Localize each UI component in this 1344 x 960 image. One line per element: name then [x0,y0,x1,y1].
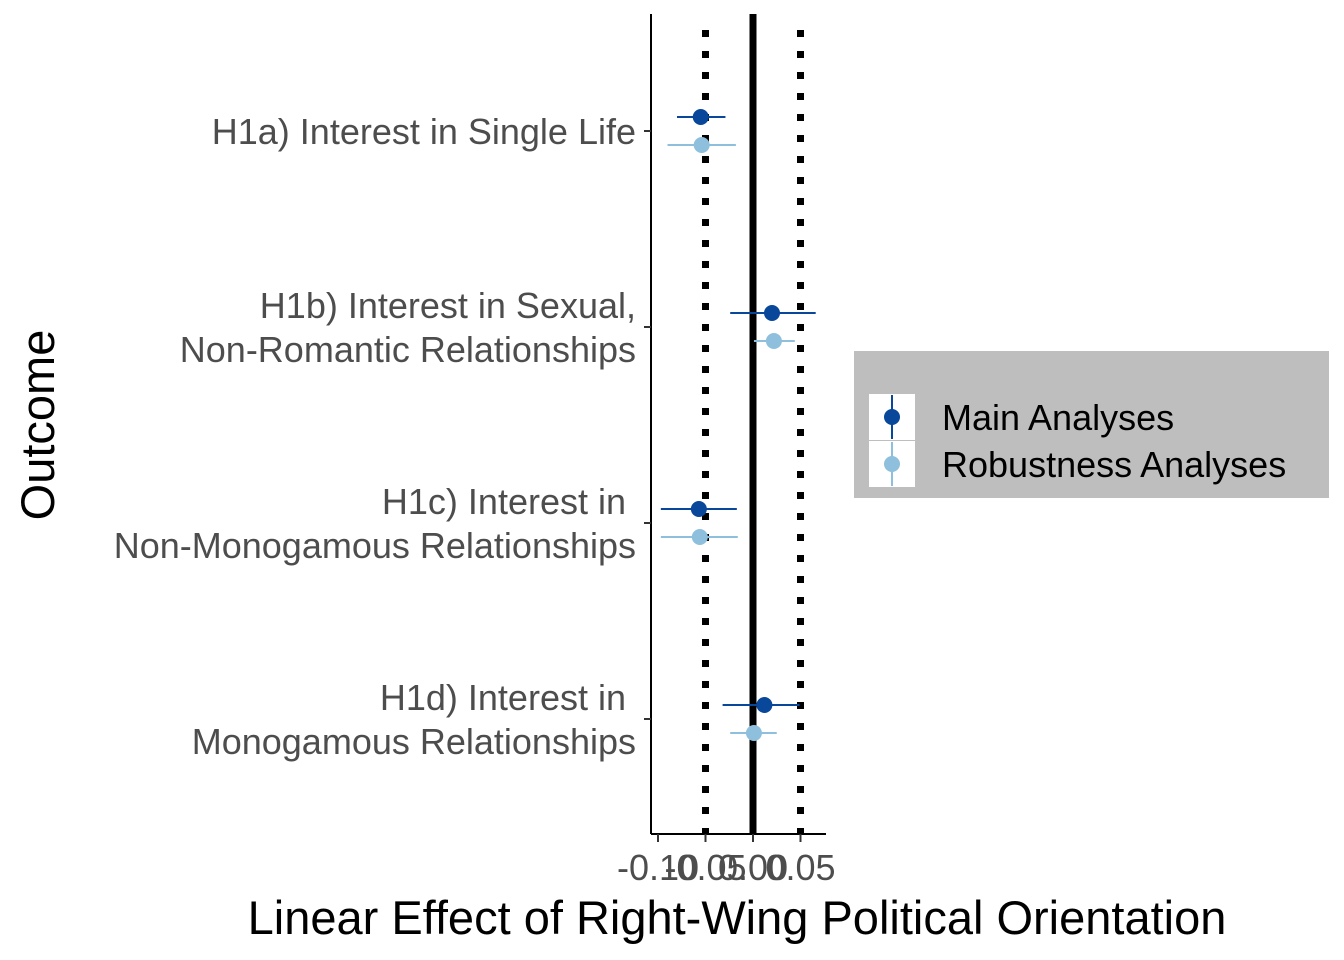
category-label: H1a) Interest in Single Life [212,111,636,152]
y-axis-ticks: H1a) Interest in Single Life H1b) Interes… [114,111,651,762]
category-label: H1c) Interest in [382,481,636,522]
x-tick-label: -0.10 [617,847,699,888]
data-point [690,501,707,517]
legend: Main Analyses Robustness Analyses [854,351,1329,498]
x-axis-title: Linear Effect of Right-Wing Political Or… [248,891,1227,944]
data-point [692,109,709,125]
category-label: Non-Monogamous Relationships [114,525,636,566]
legend-label: Robustness Analyses [942,444,1286,485]
legend-key-point [884,409,900,425]
data-point [764,305,780,321]
category-label: Non-Romantic Relationships [180,329,636,370]
data-point [756,697,773,713]
x-tick-label: 0.05 [765,847,835,888]
data-point [691,529,708,545]
legend-background [854,351,1329,498]
legend-key-point [884,456,900,472]
category-label: H1d) Interest in [380,677,636,718]
x-axis-ticks: -0.10-0.050.000.05 [617,834,836,888]
data-point [693,137,710,153]
data-point [765,333,782,349]
x-tick-label: -0.05 [664,847,746,888]
y-axis-title: Outcome [11,330,64,521]
x-tick-label: 0.00 [718,847,788,888]
data-marks [660,109,816,741]
category-label: Monogamous Relationships [192,721,636,762]
data-point [745,725,762,741]
reference-lines [702,14,804,834]
legend-label: Main Analyses [942,397,1174,438]
category-label: H1b) Interest in Sexual, [260,285,636,326]
